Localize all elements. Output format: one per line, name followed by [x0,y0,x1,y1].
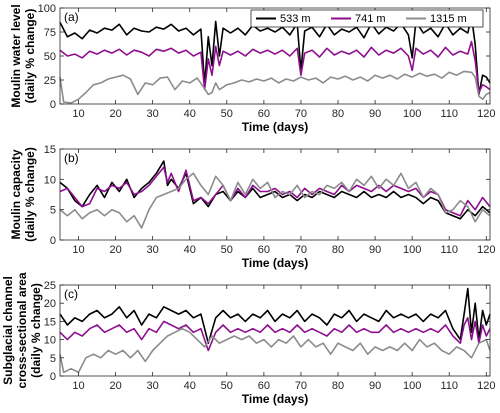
y-axis-label-line: Moulin capacity [9,149,23,239]
y-axis-label: Subglacial channelcross-sectional area(d… [1,272,43,388]
y-axis-label-line: cross-sectional area [15,272,29,388]
series-line-533-m [59,287,491,345]
y-tick-label: 5 [50,353,56,365]
x-tick-label: 20 [109,244,121,256]
x-tick-label: 100 [403,380,421,392]
y-tick-label: 15 [44,144,56,156]
panel-a: 10 20 30 40 50 60 70 80 90 100 110 120 0 25 50 75 100 (a)… [9,3,495,134]
x-tick-label: 70 [295,108,307,120]
y-tick-label: 15 [44,316,56,328]
y-tick-label: 50 [44,51,56,63]
x-tick-label: 60 [258,108,270,120]
x-tick-label: 10 [72,380,84,392]
y-axis-label: Moulin water level(daily % change) [9,4,37,107]
y-tick-label: 75 [44,27,56,39]
x-tick-label: 110 [440,108,458,120]
y-tick-label: 25 [44,75,56,87]
plot-frame [59,148,491,241]
panel-label: (a) [64,10,79,24]
x-tick-label: 40 [184,244,196,256]
plot-frame [59,284,491,377]
x-tick-label: 80 [332,108,344,120]
x-tick-label: 120 [477,244,495,256]
x-tick-label: 40 [184,380,196,392]
x-tick-label: 80 [332,244,344,256]
x-tick-label: 10 [72,108,84,120]
y-tick-label: 5 [50,205,56,217]
y-tick-label: 0 [50,99,56,111]
x-tick-label: 10 [72,244,84,256]
x-axis-label: Time (days) [242,256,308,270]
x-tick-label: 50 [221,108,233,120]
x-tick-label: 90 [369,380,381,392]
legend-label: 533 m [280,13,311,25]
legend-label: 1315 m [430,13,467,25]
y-axis-label-line: Moulin water level [9,4,23,107]
x-tick-label: 30 [147,108,159,120]
y-axis-label-line: Subglacial channel [1,276,15,385]
x-tick-label: 50 [221,244,233,256]
series-line-1315-m [59,327,491,374]
x-tick-label: 20 [109,108,121,120]
x-tick-label: 60 [258,244,270,256]
x-tick-label: 120 [477,380,495,392]
y-tick-label: 25 [44,280,56,292]
y-tick-label: 10 [44,335,56,347]
series-line-741-m [59,40,491,94]
x-tick-label: 100 [403,244,421,256]
x-tick-label: 80 [332,380,344,392]
x-tick-label: 40 [184,108,196,120]
series-line-1315-m [59,172,491,229]
panel-label: (b) [64,151,79,165]
x-tick-label: 30 [147,380,159,392]
y-tick-label: 100 [38,3,56,15]
x-tick-label: 60 [258,380,270,392]
y-tick-label: 0 [50,235,56,247]
x-tick-label: 90 [369,108,381,120]
x-tick-label: 110 [440,380,458,392]
panel-b: 10 20 30 40 50 60 70 80 90 100 110 120 0 5 10 15 (b) Time… [9,144,495,270]
y-axis-label-line: (daily % change) [23,9,37,104]
x-axis-label: Time (days) [242,120,308,134]
x-tick-label: 70 [295,244,307,256]
series-line-533-m [59,15,491,96]
panel-label: (c) [64,287,78,301]
y-tick-label: 0 [50,371,56,383]
x-tick-label: 70 [295,380,307,392]
legend: 533 m 741 m 1315 m [250,9,484,28]
series-line-533-m [59,160,491,220]
x-tick-label: 50 [221,380,233,392]
panel-c: 10 20 30 40 50 60 70 80 90 100 110 120 0 5 10 15 20 25 (c)… [1,272,495,406]
x-tick-label: 110 [440,244,458,256]
x-tick-label: 90 [369,244,381,256]
legend-label: 741 m [355,13,386,25]
series-line-1315-m [59,70,491,104]
y-axis-label: Moulin capacity(daily % change) [9,147,37,242]
x-tick-label: 120 [477,108,495,120]
y-axis-label-line: (daily % change) [29,283,43,378]
series-line-741-m [59,316,491,352]
legend-box [250,9,484,28]
y-axis-label-line: (daily % change) [23,147,37,242]
y-tick-label: 20 [44,298,56,310]
x-tick-label: 100 [403,108,421,120]
y-tick-label: 10 [44,174,56,186]
x-tick-label: 20 [109,380,121,392]
x-tick-label: 30 [147,244,159,256]
x-axis-label: Time (days) [242,392,308,406]
